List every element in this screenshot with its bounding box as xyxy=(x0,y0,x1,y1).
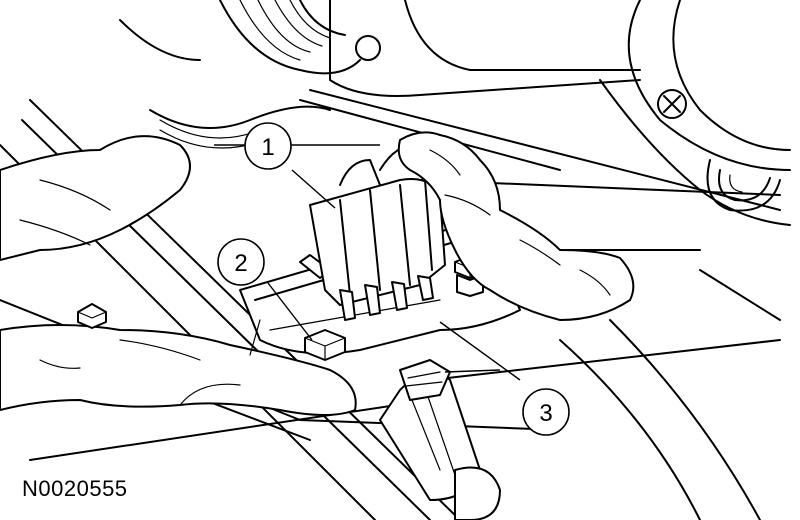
figure-id-label: N0020555 xyxy=(22,476,128,501)
callout-2: 2 xyxy=(217,238,265,286)
callout-3-number: 3 xyxy=(539,400,552,427)
right-hand xyxy=(397,131,635,321)
round-component xyxy=(706,159,781,212)
left-arm xyxy=(0,135,191,261)
screw-head xyxy=(657,89,687,119)
callout-1-number: 1 xyxy=(261,134,274,161)
bolt xyxy=(77,303,107,329)
wiring-harness xyxy=(149,0,361,149)
shaft xyxy=(379,359,501,520)
callout-2-number: 2 xyxy=(234,250,247,277)
left-hand xyxy=(0,324,357,416)
callout-3: 3 xyxy=(522,388,570,436)
nut xyxy=(304,329,346,361)
callout-1: 1 xyxy=(244,122,292,170)
callout-leaders xyxy=(214,144,521,381)
